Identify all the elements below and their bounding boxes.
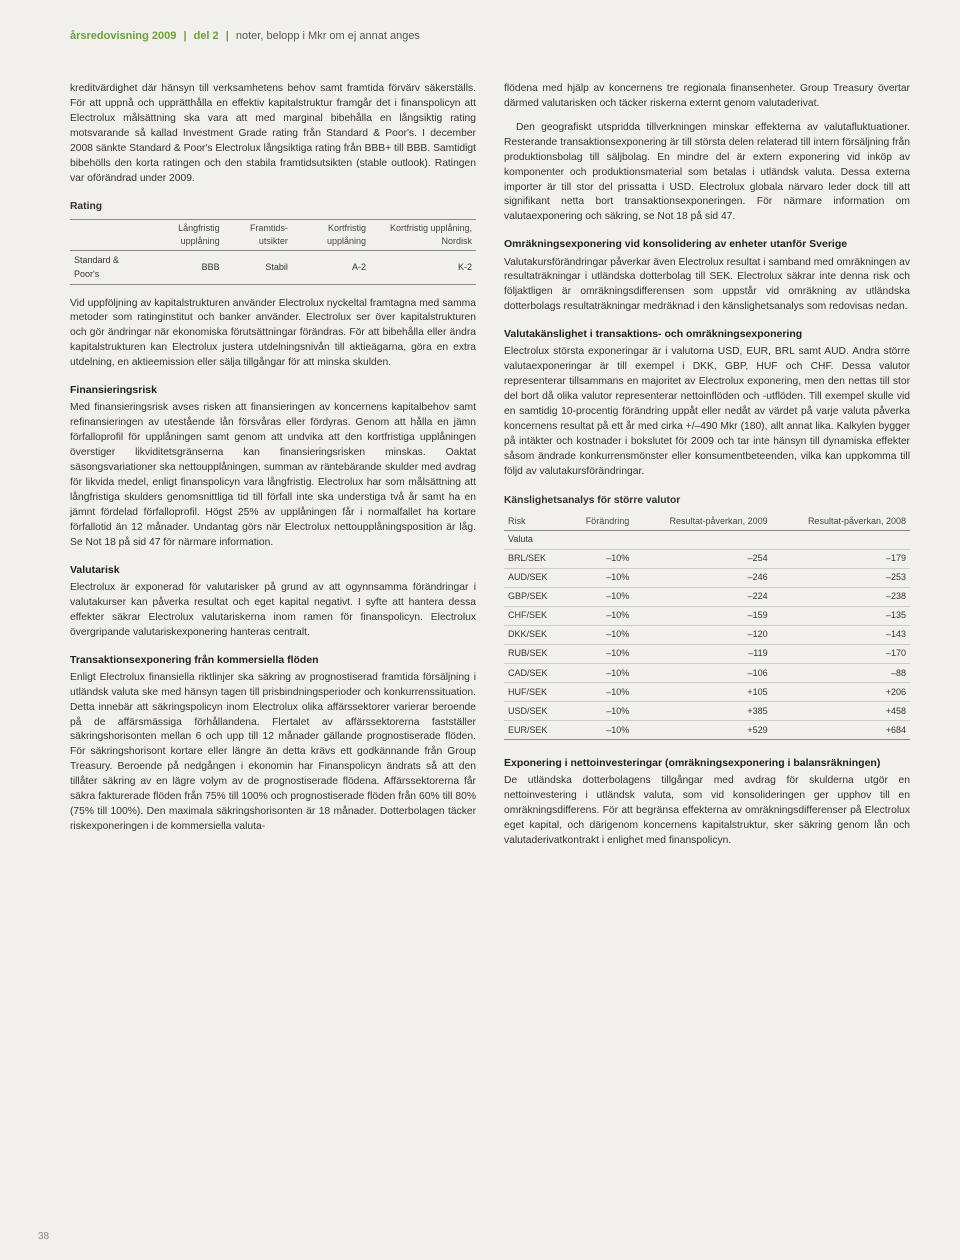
rating-table-title: Rating: [70, 200, 476, 215]
document-page: årsredovisning 2009 | del 2 | noter, bel…: [0, 0, 960, 1260]
right-p5: De utländska dotterbolagens tillgångar m…: [504, 774, 910, 849]
sens-cell: –88: [772, 664, 910, 683]
right-p4: Electrolux största exponeringar är i val…: [504, 345, 910, 479]
sens-cell: –10%: [566, 683, 633, 702]
sens-cell: –143: [772, 625, 910, 644]
sens-cell: BRL/SEK: [504, 549, 566, 568]
sens-cell: –179: [772, 549, 910, 568]
sensitivity-table-title: Känslighetsanalys för större valutor: [504, 494, 910, 509]
sens-th-2: Resultat-påverkan, 2009: [633, 513, 771, 531]
sens-cell: +458: [772, 702, 910, 721]
rating-td-1: BBB: [142, 251, 223, 284]
sens-cell: –10%: [566, 568, 633, 587]
sens-cell: –224: [633, 587, 771, 606]
sens-cell: AUD/SEK: [504, 568, 566, 587]
sens-cell: CAD/SEK: [504, 664, 566, 683]
page-header: årsredovisning 2009 | del 2 | noter, bel…: [70, 30, 910, 42]
sens-cell: GBP/SEK: [504, 587, 566, 606]
left-p1: kreditvärdighet där hänsyn till verksamh…: [70, 82, 476, 186]
sens-cell: DKK/SEK: [504, 625, 566, 644]
rating-td-3: A-2: [292, 251, 370, 284]
heading-transaktionsexponering: Transaktionsexponering från kommersiella…: [70, 653, 476, 668]
left-p3: Med finansieringsrisk avses risken att f…: [70, 401, 476, 550]
sens-section-row: Valuta: [504, 530, 910, 549]
sens-row: CHF/SEK–10%–159–135: [504, 606, 910, 625]
sens-cell: –135: [772, 606, 910, 625]
sens-cell: –10%: [566, 664, 633, 683]
header-sep-1: |: [183, 30, 186, 42]
sens-cell: –120: [633, 625, 771, 644]
sens-cell: EUR/SEK: [504, 721, 566, 740]
right-p1: flödena med hjälp av koncernens tre regi…: [504, 82, 910, 112]
rating-th-1: Långfristig upplåning: [142, 220, 223, 251]
rating-td-4: K-2: [370, 251, 476, 284]
sens-row: RUB/SEK–10%–119–170: [504, 644, 910, 663]
sens-cell: –10%: [566, 587, 633, 606]
sens-th-1: Förändring: [566, 513, 633, 531]
right-column: flödena med hjälp av koncernens tre regi…: [504, 82, 910, 858]
sens-cell: –10%: [566, 625, 633, 644]
sens-cell: –10%: [566, 721, 633, 740]
sens-section-label: Valuta: [504, 530, 910, 549]
left-p4: Electrolux är exponerad för valutarisker…: [70, 581, 476, 641]
sens-row: BRL/SEK–10%–254–179: [504, 549, 910, 568]
right-p2: Den geografiskt utspridda tillverkningen…: [504, 121, 910, 225]
sens-cell: –170: [772, 644, 910, 663]
sens-cell: +529: [633, 721, 771, 740]
header-rest: noter, belopp i Mkr om ej annat anges: [236, 30, 420, 42]
sens-cell: +105: [633, 683, 771, 702]
sens-cell: +206: [772, 683, 910, 702]
sens-th-3: Resultat-påverkan, 2008: [772, 513, 910, 531]
heading-omrakning: Omräkningsexponering vid konsolidering a…: [504, 237, 910, 252]
sens-cell: HUF/SEK: [504, 683, 566, 702]
heading-exponering-netto: Exponering i nettoinvesteringar (omräkni…: [504, 756, 910, 771]
rating-th-2: Framtids-utsikter: [224, 220, 292, 251]
sensitivity-table: Risk Förändring Resultat-påverkan, 2009 …: [504, 513, 910, 741]
right-p3: Valutakursförändringar påverkar även Ele…: [504, 256, 910, 316]
sens-row: DKK/SEK–10%–120–143: [504, 625, 910, 644]
left-p5: Enligt Electrolux finansiella riktlinjer…: [70, 671, 476, 835]
rating-table: Långfristig upplåning Framtids-utsikter …: [70, 219, 476, 284]
rating-td-2: Stabil: [224, 251, 292, 284]
sens-cell: –119: [633, 644, 771, 663]
rating-th-0: [70, 220, 142, 251]
rating-row: Standard & Poor's BBB Stabil A-2 K-2: [70, 251, 476, 284]
heading-valutakanslighet: Valutakänslighet i transaktions- och omr…: [504, 327, 910, 342]
sens-row: HUF/SEK–10%+105+206: [504, 683, 910, 702]
rating-th-3: Kortfristig upplåning: [292, 220, 370, 251]
rating-th-4: Kortfristig upplåning, Nordisk: [370, 220, 476, 251]
sens-cell: –253: [772, 568, 910, 587]
sens-cell: –238: [772, 587, 910, 606]
sens-cell: +385: [633, 702, 771, 721]
sens-cell: CHF/SEK: [504, 606, 566, 625]
sens-cell: –106: [633, 664, 771, 683]
page-number: 38: [38, 1231, 49, 1242]
sens-cell: –159: [633, 606, 771, 625]
header-title-strong: årsredovisning 2009: [70, 30, 176, 42]
sens-row: USD/SEK–10%+385+458: [504, 702, 910, 721]
header-part: del 2: [194, 30, 219, 42]
sens-cell: –10%: [566, 644, 633, 663]
header-sep-2: |: [226, 30, 229, 42]
sens-th-0: Risk: [504, 513, 566, 531]
left-p2: Vid uppföljning av kapitalstrukturen anv…: [70, 297, 476, 372]
sens-cell: –254: [633, 549, 771, 568]
sens-cell: –10%: [566, 702, 633, 721]
rating-td-0: Standard & Poor's: [70, 251, 142, 284]
sens-cell: –10%: [566, 606, 633, 625]
sens-row: EUR/SEK–10%+529+684: [504, 721, 910, 740]
sens-cell: –246: [633, 568, 771, 587]
sens-cell: USD/SEK: [504, 702, 566, 721]
heading-valutarisk: Valutarisk: [70, 563, 476, 578]
sens-cell: RUB/SEK: [504, 644, 566, 663]
left-column: kreditvärdighet där hänsyn till verksamh…: [70, 82, 476, 858]
sens-row: GBP/SEK–10%–224–238: [504, 587, 910, 606]
sens-row: CAD/SEK–10%–106–88: [504, 664, 910, 683]
sens-cell: +684: [772, 721, 910, 740]
two-column-layout: kreditvärdighet där hänsyn till verksamh…: [70, 82, 910, 858]
sens-row: AUD/SEK–10%–246–253: [504, 568, 910, 587]
heading-finansieringsrisk: Finansieringsrisk: [70, 383, 476, 398]
sens-cell: –10%: [566, 549, 633, 568]
